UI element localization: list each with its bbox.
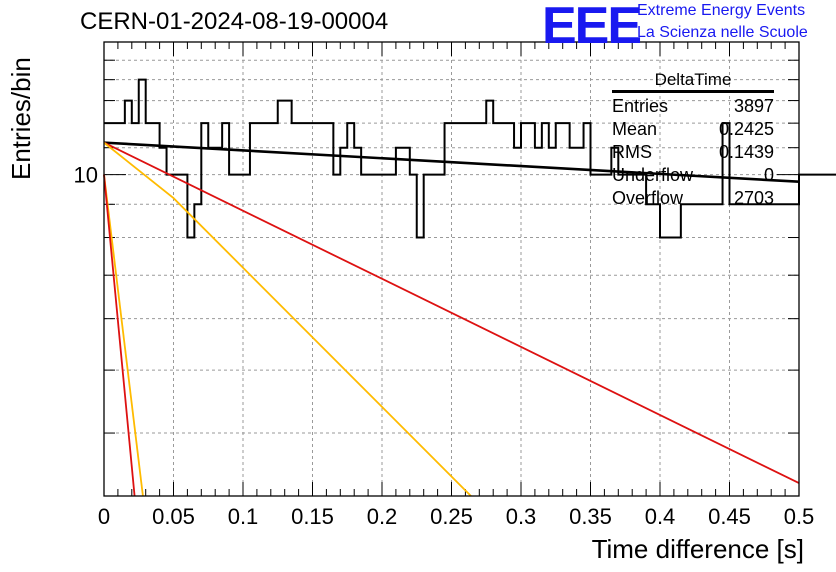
- stats-label: Overflow: [612, 188, 684, 208]
- fit-curve-4: [103, 174, 144, 497]
- tick-labels: 0 0.05 0.1 0.15 0.2 0.25 0.3 0.35 0.4 0.45 0.5 10: [74, 163, 815, 529]
- stats-value: 3897: [733, 96, 774, 116]
- stats-label: Underflow: [612, 165, 694, 185]
- stats-label: Mean: [612, 119, 658, 139]
- x-tick-label: 0: [98, 504, 110, 529]
- eee-logo: EEE: [542, 0, 642, 55]
- logo-caption-line1: Extreme Energy Events: [637, 2, 806, 19]
- fit-curve-3: [103, 141, 472, 497]
- x-tick-label: 0.5: [784, 504, 815, 529]
- stats-label: RMS: [612, 142, 652, 162]
- plot-frame: [103, 41, 800, 497]
- fit-curve-1: [103, 141, 800, 184]
- stats-row-entries: Entries 3897: [612, 95, 774, 118]
- histogram-steps: [104, 78, 836, 239]
- fit-curve-2: [103, 141, 800, 484]
- x-tick-label: 0.4: [645, 504, 676, 529]
- stats-row-mean: Mean 0.2425: [612, 118, 774, 141]
- x-tick-label: 0.35: [569, 504, 612, 529]
- y-tick-label: 10: [74, 163, 98, 188]
- x-tick-label: 0.05: [152, 504, 195, 529]
- stats-row-underflow: Underflow 0: [612, 164, 774, 187]
- y-axis-label: Entries/bin: [6, 57, 36, 180]
- axis-ticks: [103, 41, 800, 496]
- stats-row-overflow: Overflow 2703: [612, 187, 774, 210]
- stats-box: DeltaTime Entries 3897 Mean 0.2425 RMS 0…: [612, 70, 774, 210]
- stats-value: 0.1439: [718, 142, 774, 162]
- fit-curves: [103, 141, 800, 497]
- fit-curve-5: [103, 174, 136, 497]
- run-title: CERN-01-2024-08-19-00004: [80, 8, 389, 35]
- x-axis-label: Time difference [s]: [591, 534, 804, 564]
- stats-row-rms: RMS 0.1439: [612, 141, 774, 164]
- stats-label: Entries: [612, 96, 669, 116]
- stats-value: 2703: [733, 188, 774, 208]
- x-tick-label: 0.1: [228, 504, 259, 529]
- stats-title: DeltaTime: [612, 70, 774, 93]
- logo-caption-line2: La Scienza nelle Scuole: [637, 24, 808, 41]
- x-tick-label: 0.25: [430, 504, 473, 529]
- x-tick-label: 0.2: [367, 504, 398, 529]
- x-tick-label: 0.15: [291, 504, 334, 529]
- x-tick-label: 0.45: [708, 504, 751, 529]
- stats-value: 0.2425: [718, 119, 774, 139]
- histogram-series: [104, 78, 836, 239]
- stats-value: 0: [763, 165, 774, 185]
- x-tick-label: 0.3: [506, 504, 537, 529]
